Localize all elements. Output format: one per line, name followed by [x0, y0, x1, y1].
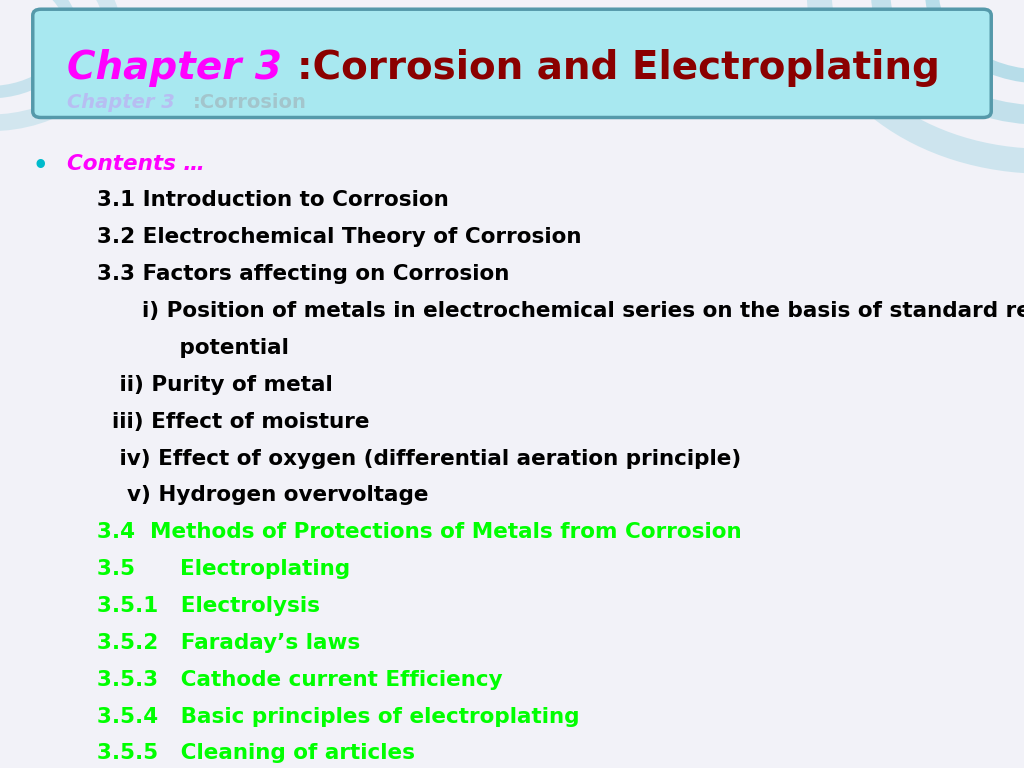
Text: •: •: [33, 154, 48, 177]
Text: :Corrosion and Electroplating: :Corrosion and Electroplating: [297, 48, 940, 87]
Text: v) Hydrogen overvoltage: v) Hydrogen overvoltage: [97, 485, 429, 505]
Text: 3.5.1   Electrolysis: 3.5.1 Electrolysis: [97, 596, 321, 616]
Text: Chapter 3: Chapter 3: [67, 93, 181, 111]
Text: Chapter 3: Chapter 3: [67, 48, 295, 87]
Text: 3.5.3   Cathode current Efficiency: 3.5.3 Cathode current Efficiency: [97, 670, 503, 690]
Text: i) Position of metals in electrochemical series on the basis of standard reducti: i) Position of metals in electrochemical…: [97, 301, 1024, 321]
Text: Contents …: Contents …: [67, 154, 205, 174]
Text: 3.2 Electrochemical Theory of Corrosion: 3.2 Electrochemical Theory of Corrosion: [97, 227, 582, 247]
FancyBboxPatch shape: [33, 9, 991, 118]
Text: :Corrosion: :Corrosion: [194, 93, 307, 111]
Text: 3.5.4   Basic principles of electroplating: 3.5.4 Basic principles of electroplating: [97, 707, 580, 727]
Text: iii) Effect of moisture: iii) Effect of moisture: [97, 412, 370, 432]
Text: 3.5.2   Faraday’s laws: 3.5.2 Faraday’s laws: [97, 633, 360, 653]
Text: iv) Effect of oxygen (differential aeration principle): iv) Effect of oxygen (differential aerat…: [97, 449, 741, 468]
Text: 3.5      Electroplating: 3.5 Electroplating: [97, 559, 350, 579]
Text: ii) Purity of metal: ii) Purity of metal: [97, 375, 333, 395]
Text: 3.5.5   Cleaning of articles: 3.5.5 Cleaning of articles: [97, 743, 416, 763]
Text: 3.3 Factors affecting on Corrosion: 3.3 Factors affecting on Corrosion: [97, 264, 510, 284]
Text: potential: potential: [97, 338, 289, 358]
Text: 3.1 Introduction to Corrosion: 3.1 Introduction to Corrosion: [97, 190, 450, 210]
Text: 3.4  Methods of Protections of Metals from Corrosion: 3.4 Methods of Protections of Metals fro…: [97, 522, 742, 542]
